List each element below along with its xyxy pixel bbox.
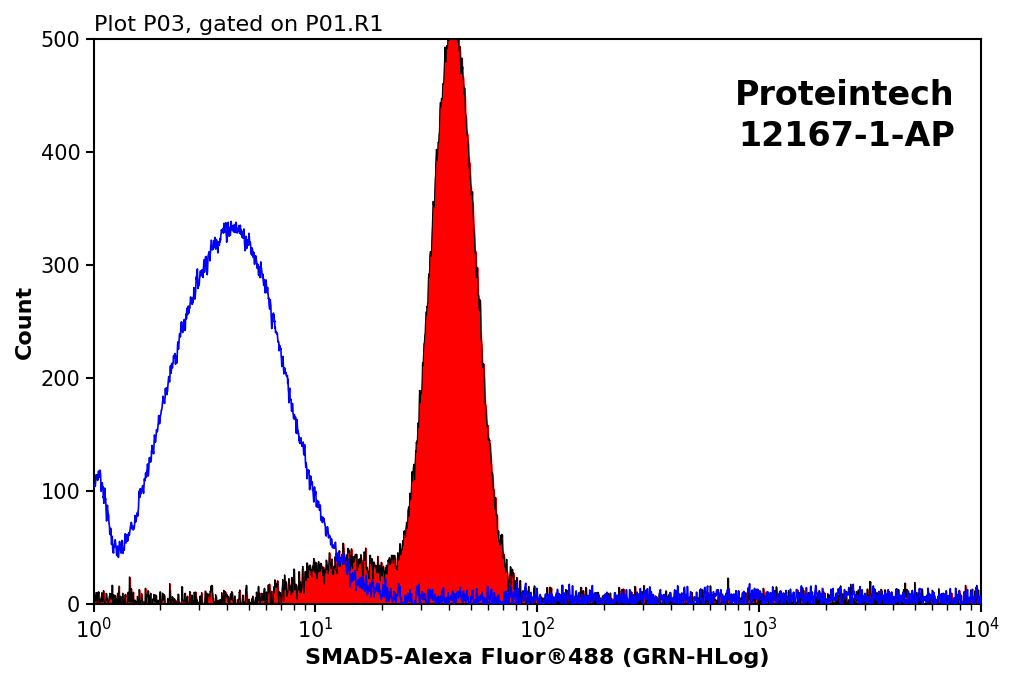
X-axis label: SMAD5-Alexa Fluor®488 (GRN-HLog): SMAD5-Alexa Fluor®488 (GRN-HLog) [306, 648, 769, 668]
Text: Proteintech
12167-1-AP: Proteintech 12167-1-AP [735, 79, 955, 153]
Text: Plot P03, gated on P01.R1: Plot P03, gated on P01.R1 [93, 15, 383, 35]
Y-axis label: Count: Count [15, 285, 35, 359]
